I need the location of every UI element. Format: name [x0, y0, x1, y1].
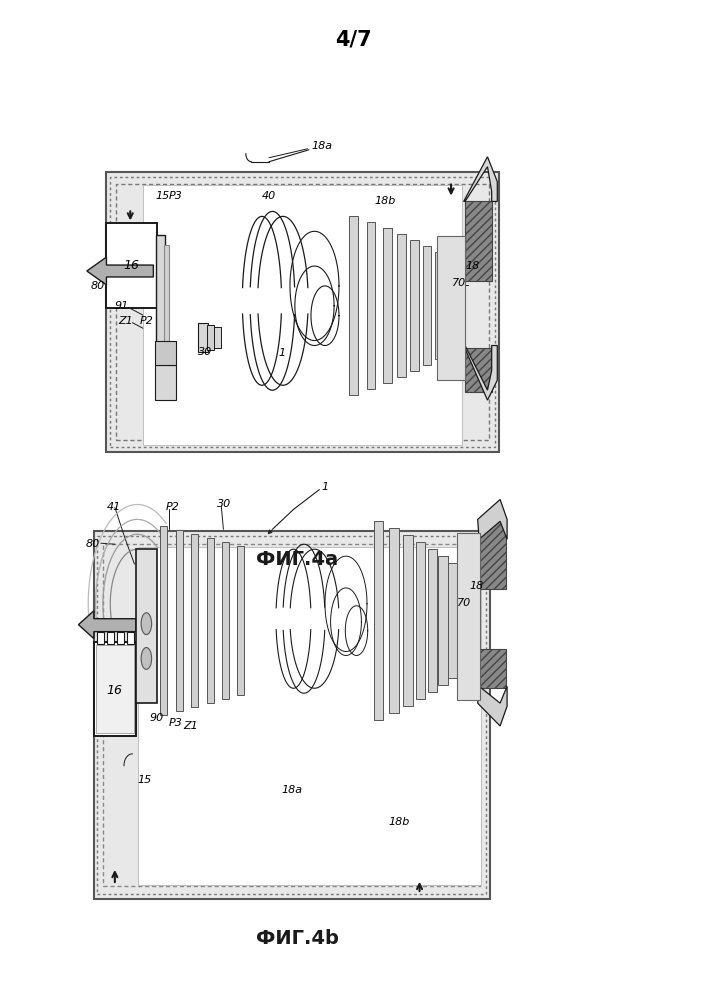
- Text: 80: 80: [85, 539, 100, 549]
- Text: 1: 1: [321, 482, 328, 492]
- Bar: [207, 538, 214, 703]
- Bar: [437, 236, 465, 381]
- Bar: [107, 631, 114, 643]
- Bar: [97, 631, 104, 643]
- Bar: [479, 648, 505, 688]
- Ellipse shape: [141, 647, 152, 669]
- Bar: [465, 202, 491, 281]
- Polygon shape: [464, 157, 497, 202]
- Text: Z1: Z1: [119, 316, 133, 326]
- Bar: [428, 549, 437, 692]
- Text: 30: 30: [198, 348, 212, 358]
- Text: 18a: 18a: [311, 141, 332, 151]
- Text: 40: 40: [262, 191, 276, 201]
- Text: 18b: 18b: [374, 197, 395, 207]
- Bar: [143, 185, 462, 445]
- Text: P2: P2: [139, 316, 153, 326]
- Bar: [214, 327, 220, 349]
- Bar: [107, 224, 157, 308]
- Bar: [160, 526, 167, 715]
- Bar: [438, 556, 448, 685]
- Bar: [127, 631, 133, 643]
- Polygon shape: [478, 500, 507, 539]
- Bar: [96, 644, 133, 733]
- Bar: [110, 177, 495, 447]
- Polygon shape: [78, 610, 136, 638]
- Bar: [198, 323, 208, 353]
- Text: 70: 70: [457, 597, 471, 607]
- Text: 16: 16: [107, 683, 123, 696]
- Text: ФИГ.4а: ФИГ.4а: [256, 549, 338, 568]
- Bar: [397, 234, 405, 378]
- Text: 30: 30: [217, 500, 232, 509]
- Text: Z1: Z1: [184, 721, 198, 731]
- Bar: [390, 528, 398, 713]
- Bar: [94, 531, 489, 899]
- Bar: [403, 535, 412, 706]
- Bar: [237, 546, 244, 695]
- Bar: [435, 252, 443, 360]
- Bar: [156, 235, 164, 383]
- Bar: [107, 172, 498, 452]
- Text: 4/7: 4/7: [335, 30, 371, 50]
- Bar: [94, 641, 136, 736]
- Bar: [416, 542, 425, 699]
- Bar: [176, 530, 183, 711]
- Bar: [410, 240, 419, 372]
- Bar: [383, 229, 392, 384]
- Bar: [367, 223, 376, 390]
- Bar: [374, 521, 383, 720]
- Bar: [117, 631, 124, 643]
- Bar: [349, 217, 358, 396]
- Text: 80: 80: [90, 281, 104, 291]
- Polygon shape: [87, 257, 153, 285]
- Bar: [448, 563, 457, 678]
- Bar: [136, 549, 157, 703]
- Ellipse shape: [141, 612, 152, 634]
- Text: 90: 90: [150, 713, 164, 723]
- Bar: [155, 341, 176, 366]
- Text: P2: P2: [165, 502, 179, 512]
- Bar: [465, 348, 491, 393]
- Text: 70: 70: [453, 278, 467, 288]
- Polygon shape: [464, 346, 497, 401]
- Bar: [97, 536, 486, 894]
- Bar: [164, 245, 169, 373]
- Bar: [457, 533, 480, 700]
- Text: 18: 18: [469, 581, 484, 591]
- Text: 1: 1: [278, 349, 285, 359]
- Bar: [479, 519, 505, 588]
- Text: 41: 41: [107, 502, 121, 512]
- Bar: [208, 325, 215, 351]
- Text: ФИГ.4b: ФИГ.4b: [256, 929, 338, 948]
- Bar: [423, 246, 431, 366]
- Bar: [155, 366, 176, 401]
- Text: 16: 16: [124, 259, 140, 272]
- Text: 91: 91: [115, 301, 129, 311]
- Text: 18a: 18a: [282, 784, 303, 794]
- Text: 18b: 18b: [388, 817, 409, 827]
- Polygon shape: [478, 686, 507, 726]
- Text: P3: P3: [169, 718, 183, 728]
- Bar: [222, 542, 229, 699]
- Text: 15: 15: [155, 191, 169, 201]
- Bar: [103, 544, 481, 886]
- Bar: [138, 547, 481, 885]
- Text: 15: 15: [137, 774, 152, 784]
- Text: 18: 18: [465, 261, 479, 271]
- Bar: [116, 184, 489, 440]
- Text: P3: P3: [169, 191, 183, 201]
- Bar: [191, 534, 198, 707]
